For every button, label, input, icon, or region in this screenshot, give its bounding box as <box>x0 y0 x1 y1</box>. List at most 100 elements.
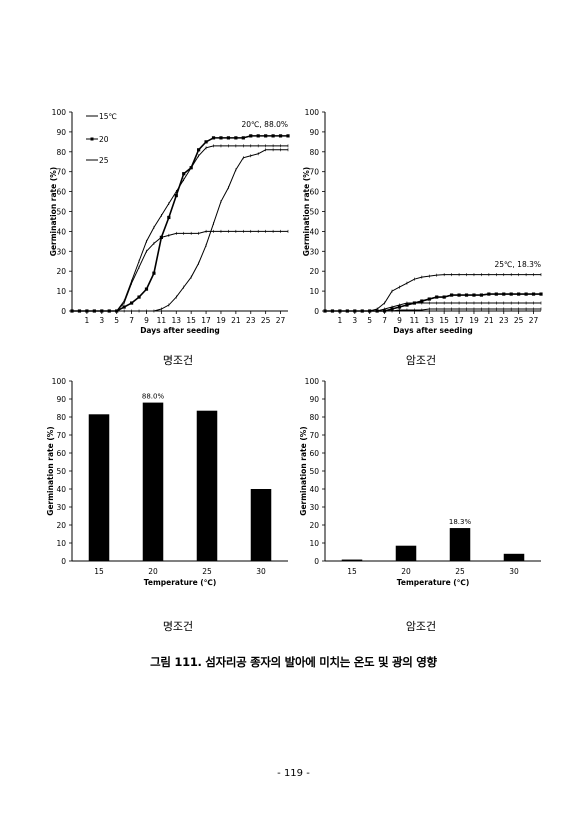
chart1-series-1-point <box>122 305 126 309</box>
legend-label-2: 25 <box>99 156 109 165</box>
chart4-x-tick-label: 20 <box>401 567 411 576</box>
chart1-y-tick-label: 0 <box>61 307 66 316</box>
chart1-x-tick-label: 7 <box>129 316 134 325</box>
chart4-y-tick-label: 50 <box>309 467 319 476</box>
chart1-x-tick-label: 13 <box>172 316 182 325</box>
chart4-y-tick-label: 70 <box>309 431 319 440</box>
chart2-y-tick-label: 90 <box>309 128 319 137</box>
chart1-y-tick-label: 70 <box>56 168 66 177</box>
chart1-y-tick-label: 20 <box>56 267 66 276</box>
chart1-caption: 명조건 <box>162 354 194 367</box>
chart1-x-tick-label: 1 <box>85 316 90 325</box>
chart2-y-tick-label: 70 <box>309 168 319 177</box>
chart3-y-tick-label: 70 <box>56 431 66 440</box>
chart4-y-tick-label: 0 <box>314 557 319 566</box>
chart1-series-1-point <box>137 295 141 299</box>
chart3-y-tick-label: 60 <box>56 449 66 458</box>
chart2-x-tick-label: 19 <box>469 316 479 325</box>
chart1-x-tick-label: 27 <box>276 316 286 325</box>
chart3-y-tick-label: 30 <box>56 503 66 512</box>
chart3-x-tick-label: 15 <box>94 567 104 576</box>
chart2-x-tick-label: 15 <box>439 316 449 325</box>
chart2-series-1-point <box>487 292 491 296</box>
chart2-series-2-line <box>325 302 541 312</box>
figure-caption: 그림 111. 섬자리공 종자의 발아에 미치는 온도 및 광의 영향 <box>150 655 437 669</box>
chart1-series-1-point <box>152 271 156 275</box>
chart2-series-1-point <box>427 297 431 301</box>
chart1-series-1-point <box>129 301 134 305</box>
chart4-y-tick-label: 100 <box>305 377 320 386</box>
chart2-series-1-point <box>397 305 402 309</box>
chart2-y-tick-label: 50 <box>309 208 319 217</box>
chart1-series-0-line <box>72 149 288 312</box>
chart2-x-tick-label: 21 <box>484 316 494 325</box>
chart4-x-tick-label: 25 <box>455 567 465 576</box>
chart3-bar-25 <box>196 410 218 561</box>
chart4-y-tick-label: 10 <box>309 539 319 548</box>
chart3-x-tick-label: 30 <box>256 567 266 576</box>
chart2-x-tick-label: 9 <box>397 316 402 325</box>
chart4-y-tick-label: 90 <box>309 395 319 404</box>
chart3-bar-30 <box>250 489 272 561</box>
chart2-series-1-point <box>517 292 521 296</box>
chart1-x-tick-label: 19 <box>216 316 226 325</box>
chart1-y-axis-label: Germination rate (%) <box>49 167 58 256</box>
chart3-y-tick-label: 50 <box>56 467 66 476</box>
chart2-y-tick-label: 40 <box>309 227 319 236</box>
chart1-x-axis-label: Days after seeding <box>140 326 220 335</box>
chart1-series-1-point <box>271 134 275 138</box>
chart3-x-tick-label: 25 <box>202 567 212 576</box>
chart1-series-1-point <box>204 140 208 144</box>
chart1-series-1-point <box>197 148 201 152</box>
chart1-x-tick-label: 5 <box>114 316 119 325</box>
chart2-series-1-point <box>450 293 454 297</box>
chart2-x-tick-label: 27 <box>529 316 539 325</box>
chart1-series-1-point <box>241 136 245 140</box>
chart1-series-1-point <box>144 287 149 291</box>
chart4-caption: 암조건 <box>405 620 437 633</box>
chart1-x-tick-label: 23 <box>246 316 256 325</box>
chart2-x-tick-label: 13 <box>425 316 435 325</box>
chart2-y-tick-label: 100 <box>305 108 320 117</box>
chart2-series-1-point <box>405 303 409 307</box>
chart4-bar-25 <box>449 528 471 561</box>
chart1-series-1-point <box>174 193 178 198</box>
chart1-x-tick-label: 11 <box>157 316 167 325</box>
chart2-x-tick-label: 25 <box>514 316 524 325</box>
chart4-y-tick-label: 30 <box>309 503 319 512</box>
chart2-series-0-line <box>325 274 541 312</box>
chart4-x-axis-label: Temperature (℃) <box>397 578 470 587</box>
chart4-bar-15 <box>341 559 363 561</box>
chart2-series-1-point <box>539 292 543 296</box>
chart2-x-tick-label: 1 <box>338 316 343 325</box>
chart2-series-1-point <box>502 292 506 296</box>
chart4-bar-30 <box>503 553 525 561</box>
chart2-y-tick-label: 10 <box>309 287 319 296</box>
chart1-series-1-point <box>182 172 186 176</box>
chart1-series-1-point <box>167 215 171 220</box>
chart2-y-tick-label: 60 <box>309 188 319 197</box>
chart1-series-1-point <box>211 136 216 140</box>
chart1-series-2-line <box>72 145 288 312</box>
chart1-series-1-point <box>286 134 290 138</box>
chart3-y-tick-label: 80 <box>56 413 66 422</box>
chart2-x-axis-label: Days after seeding <box>393 326 473 335</box>
chart3-y-axis-label: Germination rate (%) <box>46 426 55 515</box>
chart4-y-tick-label: 60 <box>309 449 319 458</box>
chart1-y-tick-label: 100 <box>52 108 67 117</box>
chart2-series-1-point <box>442 295 446 299</box>
chart4-x-tick-label: 15 <box>347 567 357 576</box>
chart1-series-1-point <box>249 134 253 138</box>
chart2-x-tick-label: 17 <box>454 316 464 325</box>
chart1-series-1-point <box>264 134 268 138</box>
chart2-series-1-point <box>457 293 461 297</box>
chart4-bar-20 <box>395 545 417 561</box>
chart2-y-tick-label: 30 <box>309 247 319 256</box>
chart1-series-1-point <box>256 134 260 138</box>
legend-label-1: 20 <box>99 135 109 144</box>
chart2-series-1-point <box>494 292 498 296</box>
chart2-y-axis-label: Germination rate (%) <box>302 167 311 256</box>
chart2-x-tick-label: 5 <box>367 316 372 325</box>
chart2-series-1-point <box>479 293 484 297</box>
